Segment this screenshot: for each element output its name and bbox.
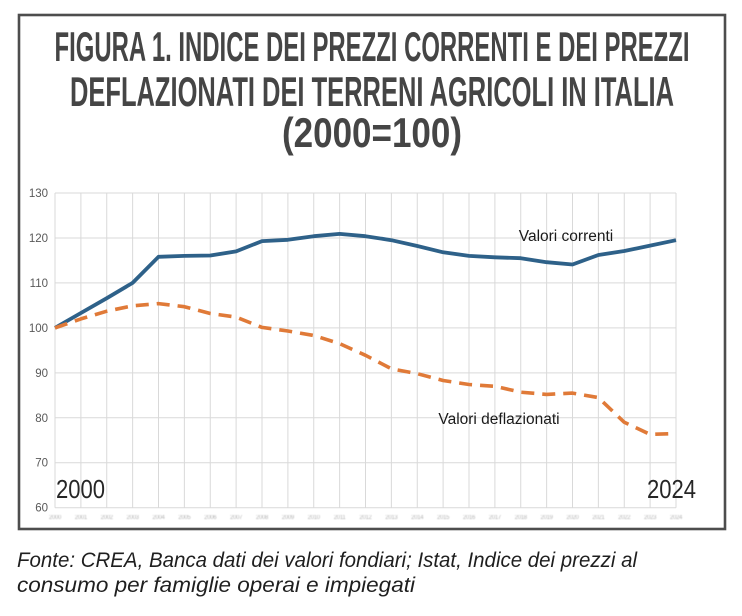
x-micro-tick-2016: 2016	[463, 515, 476, 521]
x-micro-tick-2012: 2012	[359, 515, 372, 521]
x-micro-tick-2019: 2019	[541, 515, 554, 521]
y-tick-label-120: 120	[29, 233, 48, 245]
y-tick-label-110: 110	[30, 278, 48, 290]
x-micro-tick-2014: 2014	[411, 515, 424, 521]
x-micro-tick-2017: 2017	[489, 515, 502, 521]
y-tick-label-60: 60	[35, 503, 48, 515]
x-micro-tick-2009: 2009	[282, 515, 295, 521]
x-micro-tick-2013: 2013	[385, 515, 398, 521]
figure-title-line-2: DEFLAZIONATI DEI TERRENI AGRICOLI IN ITA…	[70, 68, 674, 115]
x-axis-micro-tick-labels: 2000 2001 2002 2003 2004 2005 2006 2007 2008 2009…	[49, 515, 683, 521]
x-micro-tick-2023: 2023	[644, 515, 657, 521]
x-micro-tick-2005: 2005	[178, 515, 191, 521]
series-label-valori-deflazionati: Valori deflazionati	[438, 411, 559, 428]
x-micro-tick-2008: 2008	[256, 515, 269, 521]
y-tick-label-90: 90	[35, 368, 48, 380]
figure-title-line-3: (2000=100)	[282, 109, 462, 156]
x-micro-tick-2022: 2022	[618, 515, 631, 521]
x-label-last-year: 2024	[647, 474, 696, 504]
x-micro-tick-2002: 2002	[101, 515, 114, 521]
x-micro-tick-2024: 2024	[670, 515, 683, 521]
caption-line-1: Fonte: CREA, Banca dati dei valori fondi…	[17, 549, 638, 572]
plot-grid	[54, 192, 677, 509]
x-micro-tick-2003: 2003	[127, 515, 140, 521]
series-line-valori-correnti	[54, 231, 677, 330]
y-tick-label-70: 70	[35, 458, 48, 470]
x-micro-tick-2018: 2018	[515, 515, 528, 521]
x-micro-tick-2010: 2010	[308, 515, 321, 521]
x-label-first-year: 2000	[56, 474, 105, 504]
x-micro-tick-2011: 2011	[334, 515, 347, 521]
series-line-valori-deflazionati	[54, 301, 677, 437]
x-micro-tick-2015: 2015	[437, 515, 450, 521]
x-micro-tick-2001: 2001	[75, 515, 88, 521]
series-label-valori-correnti: Valori correnti	[519, 228, 613, 245]
x-micro-tick-2021: 2021	[592, 515, 605, 521]
x-micro-tick-2007: 2007	[230, 515, 243, 521]
caption-line-2: consumo per famiglie operai e impiegati	[17, 574, 416, 597]
y-tick-label-80: 80	[35, 413, 48, 425]
y-axis-tick-labels: 130 120 110 100 90 80 70 60	[29, 188, 48, 515]
y-tick-label-130: 130	[29, 188, 48, 200]
figure-title-line-1: FIGURA 1. INDICE DEI PREZZI CORRENTI E D…	[55, 23, 690, 70]
y-tick-label-100: 100	[29, 323, 48, 335]
x-micro-tick-2000: 2000	[49, 515, 62, 521]
x-micro-tick-2020: 2020	[566, 515, 579, 521]
figure-border-box	[17, 13, 727, 531]
series-lines	[54, 231, 677, 437]
x-micro-tick-2004: 2004	[152, 515, 165, 521]
x-micro-tick-2006: 2006	[204, 515, 217, 521]
